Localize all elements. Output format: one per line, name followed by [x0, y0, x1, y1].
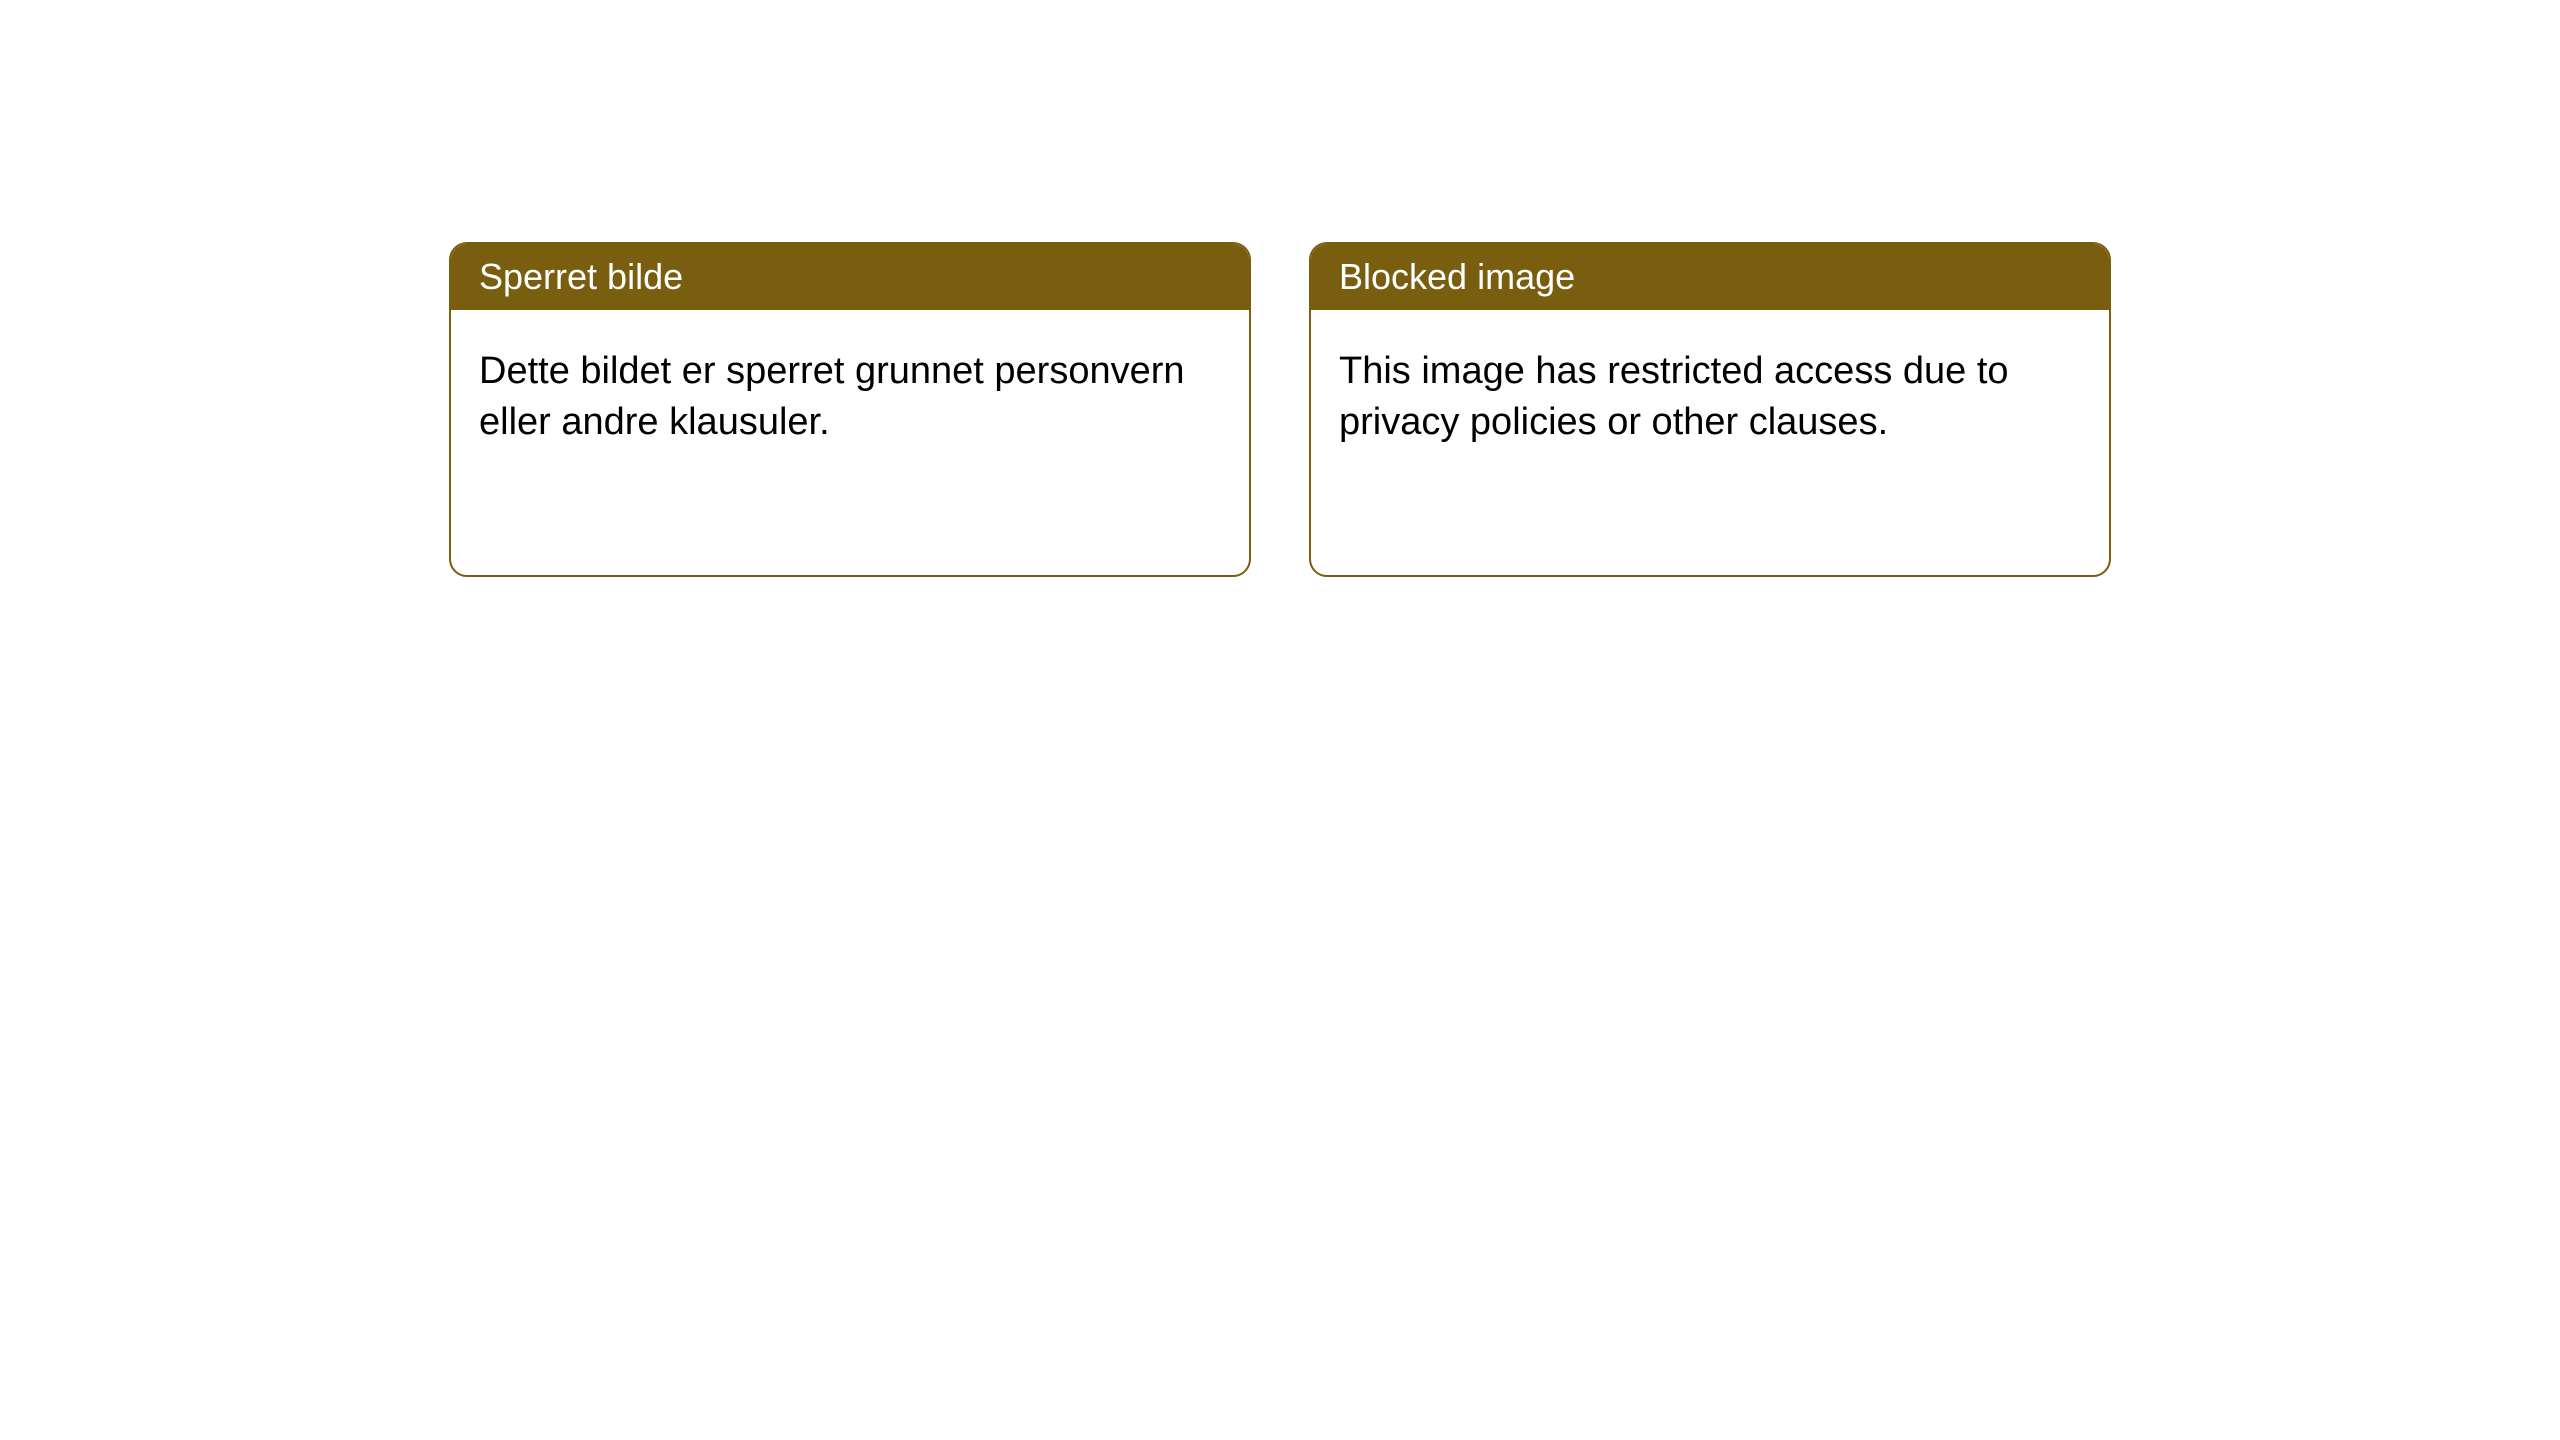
card-header: Blocked image — [1311, 244, 2109, 310]
card-title: Blocked image — [1339, 256, 1575, 297]
notice-container: Sperret bilde Dette bildet er sperret gr… — [0, 0, 2560, 577]
card-title: Sperret bilde — [479, 256, 683, 297]
card-header: Sperret bilde — [451, 244, 1249, 310]
card-body-text: This image has restricted access due to … — [1339, 350, 2009, 443]
blocked-image-card-no: Sperret bilde Dette bildet er sperret gr… — [449, 242, 1251, 577]
card-body: Dette bildet er sperret grunnet personve… — [451, 310, 1249, 485]
card-body: This image has restricted access due to … — [1311, 310, 2109, 485]
blocked-image-card-en: Blocked image This image has restricted … — [1309, 242, 2111, 577]
card-body-text: Dette bildet er sperret grunnet personve… — [479, 350, 1185, 443]
